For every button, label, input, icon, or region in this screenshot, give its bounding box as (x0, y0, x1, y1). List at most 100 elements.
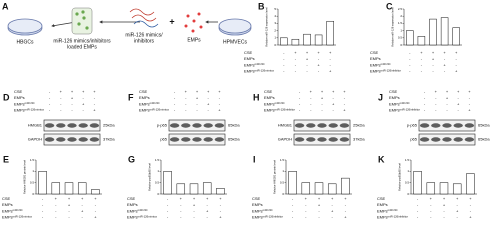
panel-label: H (253, 92, 260, 102)
condition-sign: + (432, 50, 435, 55)
condition-sign: - (469, 101, 471, 106)
bar (291, 38, 300, 46)
condition-sign: - (424, 89, 426, 94)
condition-sign: - (424, 101, 426, 106)
condition-sign: - (421, 56, 423, 61)
bar (280, 37, 288, 46)
condition-sign: - (185, 95, 187, 100)
condition-sign: - (417, 208, 419, 213)
condition-sign: - (443, 215, 445, 220)
condition-sign: + (420, 50, 423, 55)
band-size: 37kDa (103, 137, 115, 142)
blot-band (181, 137, 191, 142)
condition-sign: - (430, 208, 432, 213)
condition-sign: + (94, 196, 97, 201)
y-tick-label: 0 (407, 192, 409, 196)
condition-label: EMPs (252, 202, 263, 207)
condition-sign: - (283, 50, 285, 55)
condition-sign: - (295, 56, 297, 61)
y-tick-label: 0.5 (398, 36, 403, 40)
condition-sign: - (42, 208, 44, 213)
bar (163, 171, 172, 195)
condition-sign: - (305, 202, 307, 207)
condition-name: EMPs (264, 101, 275, 106)
schematic-label: loaded EMPs (67, 44, 97, 50)
condition-superscript: miR-NC (13, 208, 23, 212)
condition-sign: - (446, 101, 448, 106)
condition-sign: - (185, 101, 187, 106)
condition-sign: + (344, 215, 347, 220)
condition-label: EMPs (127, 202, 138, 207)
condition-sign: - (330, 62, 332, 67)
condition-sign: - (208, 95, 210, 100)
y-tick-label: 1 (32, 169, 34, 173)
condition-sign: - (49, 95, 51, 100)
blot-band (339, 137, 350, 142)
condition-sign: - (457, 215, 459, 220)
condition-sign: + (94, 215, 97, 220)
condition-name: EMPs (244, 69, 255, 74)
condition-sign: + (71, 89, 74, 94)
condition-sign: + (331, 196, 334, 201)
condition-name: EMPs (2, 202, 13, 207)
condition-sign: + (457, 101, 460, 106)
bar (429, 18, 437, 46)
condition-name: EMPs (252, 202, 263, 207)
condition-sign: - (196, 108, 198, 113)
condition-sign: - (409, 62, 411, 67)
bar (202, 182, 212, 195)
blot-band (89, 137, 100, 142)
condition-sign: - (295, 62, 297, 67)
condition-sign: - (344, 95, 346, 100)
y-tick-label: 4 (274, 14, 276, 18)
condition-label: CSE (139, 89, 148, 94)
condition-label: CSE (2, 196, 11, 201)
condition-sign: - (94, 101, 96, 106)
condition-sign: - (409, 56, 411, 61)
bar (303, 33, 311, 46)
condition-sign: - (60, 108, 62, 113)
bar (413, 171, 422, 195)
condition-sign: + (443, 50, 446, 55)
condition-sign: - (82, 215, 84, 220)
condition-sign: - (68, 215, 70, 220)
condition-sign: - (49, 101, 51, 106)
blot-band (317, 137, 327, 142)
condition-superscript: miR-NC (388, 208, 398, 212)
band-name: HMGB1 (28, 123, 43, 128)
condition-sign: + (468, 89, 471, 94)
blot-band (419, 123, 430, 128)
condition-label: EMPsmiR-126mimics (14, 107, 45, 113)
condition-sign: - (207, 202, 209, 207)
condition-sign: - (305, 215, 307, 220)
condition-sign: - (83, 108, 85, 113)
condition-sign: + (446, 89, 449, 94)
blot-band (294, 137, 305, 142)
band-name: p65 (410, 137, 417, 142)
condition-sign: - (318, 56, 320, 61)
condition-label: EMPsmiR-NC (127, 208, 148, 214)
condition-sign: + (294, 50, 297, 55)
condition-sign: - (332, 215, 334, 220)
condition-sign: + (435, 89, 438, 94)
bar (288, 171, 297, 195)
condition-sign: - (220, 208, 222, 213)
condition-name: CSE (2, 196, 11, 201)
condition-sign: - (456, 62, 458, 67)
panel-label: J (378, 92, 383, 102)
y-tick-label: 0 (157, 192, 159, 196)
condition-sign: - (283, 56, 285, 61)
condition-sign: + (93, 89, 96, 94)
condition-sign: - (333, 95, 335, 100)
condition-sign: - (458, 108, 460, 113)
condition-sign: + (457, 89, 460, 94)
bar (440, 17, 449, 46)
condition-sign: + (469, 196, 472, 201)
condition-sign: - (469, 95, 471, 100)
y-tick-label: 0.5 (30, 180, 35, 184)
bar (327, 183, 337, 195)
y-tick-label: 1.5 (398, 21, 403, 25)
condition-sign: - (417, 215, 419, 220)
condition-label: CSE (370, 50, 379, 55)
condition-sign: + (219, 196, 222, 201)
